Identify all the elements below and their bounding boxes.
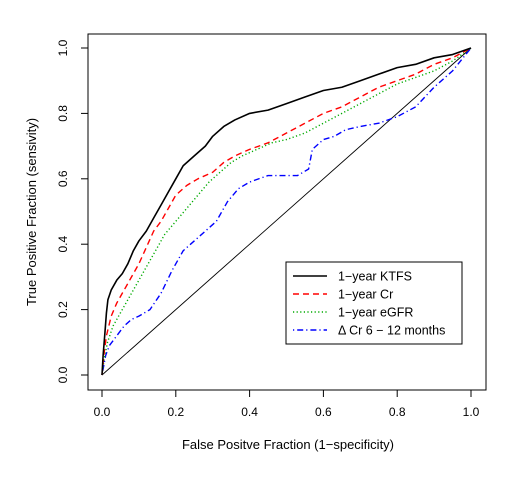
y-tick-label: 0.0: [56, 366, 70, 383]
x-axis: 0.0 0.2 0.4 0.6 0.8 1.0: [94, 389, 480, 419]
x-tick-label: 1.0: [463, 405, 480, 419]
y-tick-label: 1.0: [56, 39, 70, 56]
series-layer: [101, 47, 472, 376]
legend-label-1: 1−year KTFS: [338, 270, 412, 284]
series-line-2: [101, 47, 472, 376]
reference-diagonal-layer: [101, 47, 472, 376]
x-tick-label: 0.2: [167, 405, 184, 419]
y-tick-label: 0.8: [56, 105, 70, 122]
y-axis: 0.0 0.2 0.4 0.6 0.8 1.0: [56, 39, 89, 383]
legend-label-4: Δ Cr 6 − 12 months: [338, 324, 445, 338]
legend: 1−year KTFS 1−year Cr 1−year eGFR Δ Cr 6 − …: [285, 261, 463, 345]
x-axis-title: False Positve Fraction (1−specificity): [182, 437, 394, 452]
y-axis-title: True Positive Fraction (sensivity): [24, 118, 39, 306]
x-tick-label: 0.6: [315, 405, 332, 419]
y-tick-label: 0.6: [56, 170, 70, 187]
series-line-4: [101, 47, 472, 376]
x-tick-label: 0.8: [389, 405, 406, 419]
legend-label-2: 1−year Cr: [338, 288, 393, 302]
legend-label-3: 1−year eGFR: [338, 306, 413, 320]
series-line-1: [101, 47, 472, 376]
reference-diagonal-line: [101, 47, 472, 376]
y-tick-label: 0.2: [56, 301, 70, 318]
y-tick-label: 0.4: [56, 236, 70, 253]
x-tick-label: 0.0: [94, 405, 111, 419]
x-tick-label: 0.4: [241, 405, 258, 419]
